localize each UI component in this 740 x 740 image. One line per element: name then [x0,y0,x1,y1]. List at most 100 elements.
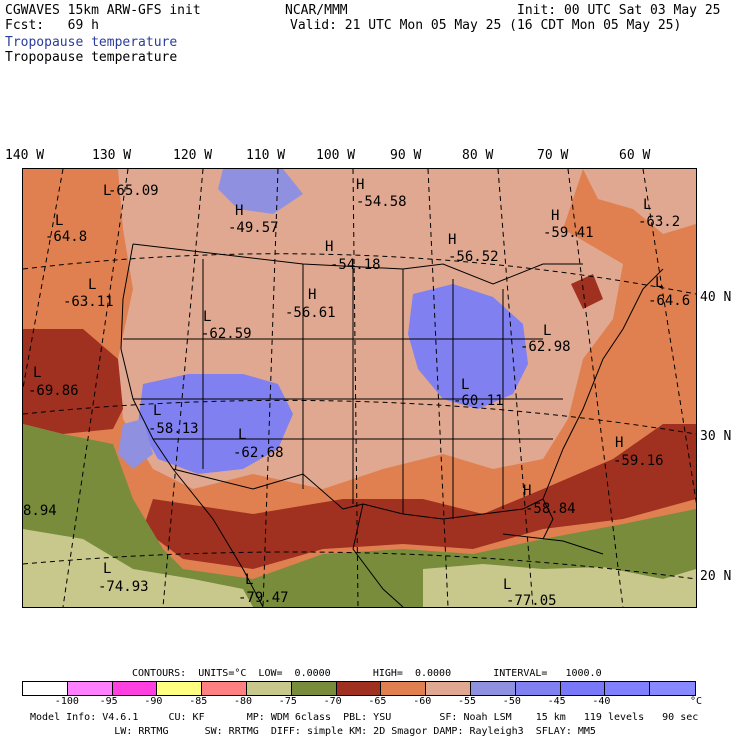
map-label-value: -56.52 [448,249,499,265]
lon-label: 140 W [5,148,45,163]
colorbar-tick-label: -70 [323,696,342,707]
graticule-lon [497,169,534,607]
graticule-lon [162,169,204,607]
graticule [23,169,696,607]
field-khaki-sw [23,529,253,607]
map-label-value: -64.8 [45,229,87,245]
political-boundaries [120,243,664,607]
map-label-high: H [356,177,364,193]
colorbar-swatch [67,682,113,695]
cuba [502,533,604,555]
map-label-low: L [153,403,161,419]
field-title: Tropopause temperature [5,50,178,65]
map-label-low: L [643,197,651,213]
colorbar [22,681,696,696]
tropopause-temperature-map: L -65.09 L -64.8 H -49.57 H -54.58 H -54… [23,169,696,607]
map-label-value: -59.41 [543,225,594,241]
map-label-low: L [88,277,96,293]
lon-label: 60 W [619,148,651,163]
field-dark-red-ne [571,274,603,309]
map-label-low: L [203,309,211,325]
map-label-high: H [235,203,243,219]
forecast-hour: Fcst: 69 h [5,18,99,33]
graticule-lon [642,169,696,504]
map-label-high: H [551,208,559,224]
graticule-lon [352,169,359,607]
state-lines [123,259,563,519]
center-title: NCAR/MMM [285,3,348,18]
colorbar-tick-label: -85 [189,696,208,707]
field-mid-ne [583,169,696,234]
map-label-value: -63.2 [638,214,680,230]
us-east-coast [542,268,664,500]
colorbar-tick-label: -100 [54,696,79,707]
map-labels: L -65.09 L -64.8 H -49.57 H -54.58 H -54… [23,177,690,607]
us-west-coast [120,243,174,470]
lon-label: 90 W [390,148,422,163]
colorbar-swatch [381,682,427,695]
map-label-value: -62.68 [233,445,284,461]
graticule-lon [427,169,449,607]
map-label-low: L [245,572,253,588]
field-cold-sw2 [118,419,153,469]
colorbar-tick-label: -45 [547,696,566,707]
lon-label: 110 W [246,148,286,163]
map-label-low: L [103,561,111,577]
map-label-value: -62.59 [201,326,252,342]
lon-label: 70 W [537,148,569,163]
colorbar-tick-label: -65 [368,696,387,707]
valid-time: Valid: 21 UTC Mon 05 May 25 (16 CDT Mon … [290,18,682,33]
map-label-value: 8.94 [23,503,57,519]
graticule-lon [62,169,129,607]
lat-label: 40 N [700,290,732,305]
graticule-lat-20 [23,551,696,580]
colorbar-swatch [157,682,203,695]
graticule-lon [23,169,64,391]
map-label-high: H [308,287,316,303]
footer-model-info: Model Info: V4.6.1 CU: KF MP: WDM 6class… [30,712,699,723]
colorbar-swatch [515,682,561,695]
gulf-coast [362,498,554,540]
model-line: CGWAVES 15km ARW-GFS init [5,3,201,18]
colorbar-swatch [426,682,471,695]
colorbar-swatch [23,682,68,695]
map-label-value: -54.18 [330,257,381,273]
map-label-low: L [103,183,111,199]
map-label-value: -49.57 [228,220,279,236]
map-label-low: L [543,323,551,339]
colorbar-tick-label: -90 [144,696,163,707]
lat-label: 20 N [700,569,732,584]
graticule-lon [567,169,624,607]
colorbar-swatch [470,682,516,695]
lon-label: 120 W [173,148,213,163]
map-label-low: L [238,427,246,443]
map-label-value: -77.05 [506,593,557,607]
map-panel: L -65.09 L -64.8 H -49.57 H -54.58 H -54… [22,168,697,608]
footer-physics-info: LW: RRTMG SW: RRTMG DIFF: simple KM: 2D … [30,726,596,737]
graticule-lon [262,169,279,607]
map-label-high: H [615,435,623,451]
map-label-high: H [523,483,531,499]
colorbar-swatch [202,682,247,695]
map-label-low: L [461,377,469,393]
map-label-value: -59.16 [613,453,664,469]
field-title-colored: Tropopause temperature [5,35,178,50]
colorbar-tick-label: -60 [413,696,432,707]
init-time: Init: 00 UTC Sat 03 May 25 [517,3,721,18]
contours-info: CONTOURS: UNITS=°C LOW= 0.0000 HIGH= 0.0… [132,668,602,679]
map-label-low: L [55,213,63,229]
map-label-high: H [325,239,333,255]
colorbar-tick-label: -80 [234,696,253,707]
mexico-gulf-coast [352,503,404,607]
map-label-value: -60.11 [453,393,504,409]
map-label-value: -54.58 [356,194,407,210]
map-label-high: H [448,232,456,248]
field-khaki-se [423,564,696,607]
colorbar-swatch [246,682,292,695]
map-label-value: -69.86 [28,383,79,399]
lat-label: 30 N [700,429,732,444]
mexico-coast [172,468,264,607]
colorbar-tick-label: -95 [99,696,118,707]
colorbar-swatch [291,682,337,695]
colorbar-swatch [112,682,158,695]
